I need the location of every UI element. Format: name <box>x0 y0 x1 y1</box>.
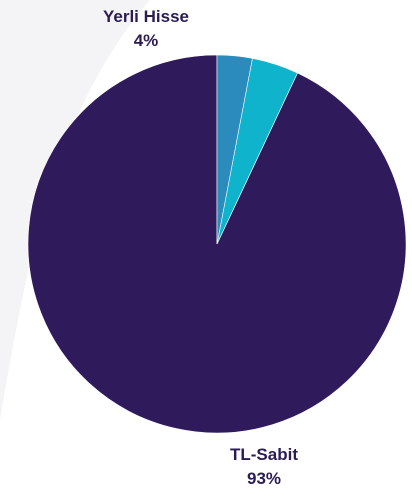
pie-slice-unlabeled-2 <box>216 54 253 245</box>
pie-labels: TL-Sabit 93% Yerli Hisse 4% <box>103 7 298 488</box>
backdrop-wedge <box>0 0 150 420</box>
pie-slices <box>27 54 407 434</box>
label-yerli-hisse-value: 4% <box>134 31 159 50</box>
label-yerli-hisse-name: Yerli Hisse <box>103 7 189 26</box>
label-tl-sabit-name: TL-Sabit <box>230 445 298 464</box>
label-tl-sabit-value: 93% <box>247 469 281 488</box>
